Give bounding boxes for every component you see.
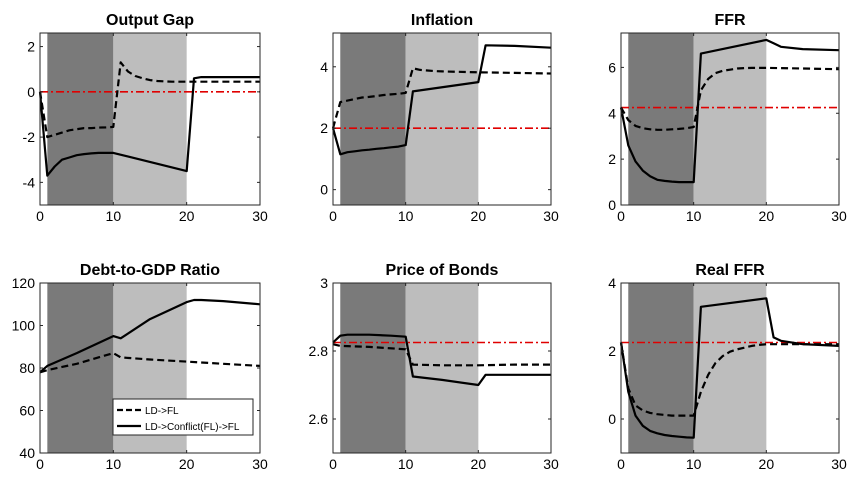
y-tick-label: 0 — [608, 411, 616, 427]
y-tick-label: 0 — [608, 197, 616, 213]
y-tick-label: 2 — [27, 39, 35, 55]
legend-box — [112, 398, 254, 436]
y-tick-label: 2.8 — [309, 343, 329, 359]
x-tick-label: 20 — [759, 208, 775, 224]
x-tick-label: 20 — [759, 456, 775, 472]
series-line-dashed — [331, 67, 552, 129]
panel-2: 0 10 20 30 0 2 4 Inflation — [320, 12, 559, 224]
plot-frame — [332, 282, 552, 454]
y-tick-label: 4 — [320, 59, 328, 75]
x-tick-label: 30 — [252, 456, 268, 472]
x-tick-label: 20 — [179, 208, 195, 224]
panel-title: Debt-to-GDP Ratio — [80, 262, 220, 279]
panel-4: 0 10 20 30 40 60 80 100 120 Debt-to-GDP Ratio — [12, 262, 268, 472]
shaded-region-dark — [628, 283, 694, 453]
shaded-region-dark — [628, 33, 694, 205]
plot-frame — [39, 32, 261, 206]
panel-title: Price of Bonds — [386, 262, 499, 279]
y-tick-label: 2 — [320, 120, 328, 136]
y-tick-label: 80 — [19, 360, 35, 376]
series-line-dashed — [332, 343, 551, 367]
y-tick-label: -4 — [23, 174, 36, 190]
shaded-region-light — [405, 283, 479, 453]
y-tick-label: 0 — [27, 84, 35, 100]
x-tick-label: 10 — [398, 208, 414, 224]
shaded-region-dark — [340, 33, 406, 205]
x-tick-label: 0 — [329, 456, 337, 472]
y-tick-label: 3 — [320, 275, 328, 291]
plot-frame — [620, 32, 840, 206]
y-tick-label: 60 — [19, 403, 35, 419]
panel-5: 0 10 20 30 2.6 2.8 3 Price of Bonds — [309, 262, 559, 472]
x-tick-label: 30 — [252, 208, 268, 224]
legend-label: LD->Conflict(FL)->FL — [145, 422, 240, 433]
legend-label: LD->FL — [145, 406, 179, 417]
y-tick-label: 2.6 — [309, 411, 329, 427]
shaded-region-light — [113, 33, 187, 205]
plot-frame — [620, 282, 840, 454]
panel-title: Output Gap — [106, 12, 194, 29]
panel-title: FFR — [714, 12, 746, 29]
x-tick-label: 10 — [686, 456, 702, 472]
x-tick-label: 30 — [543, 208, 559, 224]
x-tick-label: 30 — [831, 208, 847, 224]
x-tick-label: 10 — [686, 208, 702, 224]
y-tick-label: 4 — [608, 105, 616, 121]
panel-1: 0 10 20 30 -4 -2 0 2 Output Gap — [23, 12, 268, 224]
series-line-solid — [619, 38, 840, 184]
panel-6: 0 10 20 30 0 2 4 Real FFR — [608, 262, 847, 472]
panel-title: Inflation — [411, 12, 473, 29]
x-tick-label: 0 — [329, 208, 337, 224]
series-line-solid — [39, 298, 261, 374]
y-tick-label: 120 — [12, 275, 36, 291]
x-tick-label: 0 — [617, 208, 625, 224]
x-tick-label: 0 — [36, 456, 44, 472]
y-tick-label: 6 — [608, 59, 616, 75]
x-tick-label: 10 — [106, 208, 122, 224]
series-line-dashed — [619, 342, 839, 417]
plot-frame — [332, 32, 552, 206]
x-tick-label: 0 — [617, 456, 625, 472]
x-tick-label: 10 — [398, 456, 414, 472]
shaded-region-dark — [47, 33, 114, 205]
x-tick-label: 20 — [471, 456, 487, 472]
y-tick-label: 2 — [608, 343, 616, 359]
panel-title: Real FFR — [695, 262, 765, 279]
y-tick-label: 100 — [12, 318, 36, 334]
y-tick-label: 4 — [608, 275, 616, 291]
x-tick-label: 20 — [179, 456, 195, 472]
legend: LD->FL LD->Conflict(FL)->FL — [112, 398, 254, 436]
shaded-region-light — [405, 33, 479, 205]
x-tick-label: 0 — [36, 208, 44, 224]
series-line-solid — [331, 44, 552, 156]
x-tick-label: 30 — [831, 456, 847, 472]
series-line-solid — [38, 75, 260, 177]
x-tick-label: 30 — [543, 456, 559, 472]
x-tick-label: 20 — [471, 208, 487, 224]
shaded-region-light — [693, 33, 767, 205]
panel-3: 0 10 20 30 0 2 4 6 FFR — [608, 12, 847, 224]
series-line-solid — [619, 297, 840, 439]
y-tick-label: -2 — [23, 129, 36, 145]
series-line-dashed — [38, 61, 260, 139]
y-tick-label: 0 — [320, 182, 328, 198]
y-tick-label: 40 — [19, 445, 35, 461]
series-line-solid — [332, 333, 551, 387]
x-tick-label: 10 — [106, 456, 122, 472]
shaded-region-light — [693, 283, 767, 453]
y-tick-label: 2 — [608, 151, 616, 167]
series-line-dashed — [39, 352, 261, 374]
shaded-region-dark — [47, 283, 114, 453]
shaded-region-dark — [340, 283, 406, 453]
